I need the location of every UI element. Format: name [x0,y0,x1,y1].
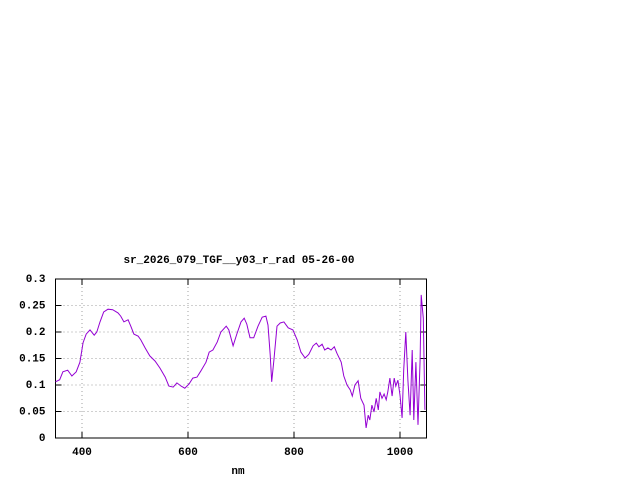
x-tick-label: 400 [72,447,92,459]
y-tick-label: 0.3 [26,274,46,286]
y-tick-label: 0.05 [19,406,46,418]
x-tick-label: 800 [284,447,304,459]
y-tick-label: 0.2 [26,327,46,339]
x-tick-label: 1000 [387,447,413,459]
chart-title: sr_2026_079_TGF__y03_r_rad 05-26-00 [123,255,354,267]
plot-frame [55,278,427,439]
data-line [55,294,426,428]
x-tick-label: 600 [178,447,198,459]
y-tick-label: 0.1 [26,380,46,392]
y-tick-label: 0.15 [19,353,46,365]
y-tick-label: 0 [39,433,46,445]
y-tick-label: 0.25 [19,300,46,312]
x-axis-label: nm [231,466,245,478]
